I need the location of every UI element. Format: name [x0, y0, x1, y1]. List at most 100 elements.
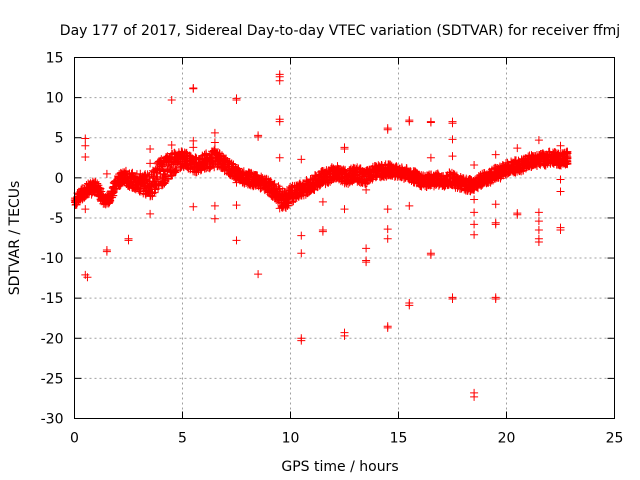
data-point — [470, 230, 479, 239]
data-point — [81, 134, 90, 143]
x-tick-label: 25 — [606, 431, 624, 447]
data-point — [448, 152, 457, 161]
data-point — [275, 153, 284, 162]
data-point — [405, 117, 414, 126]
data-point — [297, 336, 306, 345]
data-point — [210, 214, 219, 223]
data-point — [102, 169, 111, 178]
data-point — [405, 201, 414, 210]
data-point — [383, 205, 392, 214]
data-point — [171, 166, 180, 175]
data-point — [147, 187, 156, 196]
data-point — [383, 225, 392, 234]
y-tick-label: 10 — [46, 91, 64, 107]
y-tick-label: -20 — [41, 331, 64, 347]
data-point — [167, 153, 176, 162]
x-tick-labels: 0 5 10 15 20 25 — [70, 431, 623, 447]
data-point — [563, 157, 572, 166]
data-point — [318, 227, 327, 236]
data-point — [148, 189, 157, 198]
data-point — [210, 128, 219, 137]
data-point — [426, 250, 435, 259]
y-tick-label: -5 — [50, 211, 64, 227]
data-point — [448, 294, 457, 303]
data-point — [232, 201, 241, 210]
data-point — [78, 194, 87, 203]
y-tick-label: -15 — [41, 291, 64, 307]
data-point — [470, 160, 479, 169]
chart-title: Day 177 of 2017, Sidereal Day-to-day VTE… — [60, 23, 620, 39]
data-point — [280, 187, 289, 196]
data-point — [275, 117, 284, 126]
data-point — [155, 166, 164, 175]
data-point — [146, 144, 155, 153]
x-tick-label: 10 — [282, 431, 300, 447]
x-tick-label: 5 — [178, 431, 187, 447]
data-point — [426, 153, 435, 162]
y-tick-labels: 15 10 5 0 -5 -10 -15 -20 -25 -30 — [41, 51, 64, 428]
data-point — [556, 225, 565, 234]
y-tick-label: 0 — [55, 171, 64, 187]
data-point — [254, 270, 263, 279]
data-point — [556, 175, 565, 184]
data-point — [383, 323, 392, 332]
data-point — [534, 208, 543, 217]
data-point — [284, 199, 293, 208]
data-point — [534, 225, 543, 234]
data-point — [102, 247, 111, 256]
data-point — [470, 220, 479, 229]
data-point — [81, 205, 90, 214]
data-point — [124, 236, 133, 245]
plot-frame — [74, 57, 615, 419]
data-point — [470, 208, 479, 217]
data-point — [491, 294, 500, 303]
data-points — [70, 70, 572, 401]
data-point — [491, 150, 500, 159]
data-point — [340, 205, 349, 214]
data-point — [513, 144, 522, 153]
data-point — [106, 196, 115, 205]
data-point — [562, 153, 571, 162]
data-point — [146, 159, 155, 168]
data-point — [275, 76, 284, 85]
data-point — [83, 273, 92, 282]
data-point — [232, 236, 241, 245]
data-point — [556, 141, 565, 150]
data-point — [383, 125, 392, 134]
data-point — [534, 217, 543, 226]
data-point — [81, 152, 90, 161]
y-axis-label: SDTVAR / TECUs — [7, 181, 23, 296]
y-tick-label: 5 — [55, 131, 64, 147]
data-point — [483, 177, 492, 186]
data-point — [362, 244, 371, 253]
data-point — [504, 169, 513, 178]
data-point — [297, 249, 306, 258]
x-tick-label: 0 — [70, 431, 79, 447]
data-point — [448, 135, 457, 144]
data-point — [513, 210, 522, 219]
y-tick-label: -25 — [41, 371, 64, 387]
y-tick-label: -10 — [41, 251, 64, 267]
x-tick-label: 20 — [498, 431, 516, 447]
data-point — [189, 143, 198, 152]
data-point — [340, 331, 349, 340]
data-point — [210, 144, 219, 153]
data-point — [491, 220, 500, 229]
data-point — [297, 155, 306, 164]
axis-ticks — [74, 57, 615, 419]
data-point — [297, 231, 306, 240]
data-point — [81, 141, 90, 150]
data-point — [167, 96, 176, 105]
data-point — [448, 119, 457, 128]
data-point — [172, 165, 181, 174]
data-point — [189, 84, 198, 93]
data-point — [362, 185, 371, 194]
y-tick-label: 15 — [46, 51, 64, 67]
data-point — [163, 175, 172, 184]
data-point — [275, 204, 284, 213]
data-point — [210, 201, 219, 210]
data-point — [254, 132, 263, 141]
data-point — [318, 197, 327, 206]
data-point — [470, 195, 479, 204]
